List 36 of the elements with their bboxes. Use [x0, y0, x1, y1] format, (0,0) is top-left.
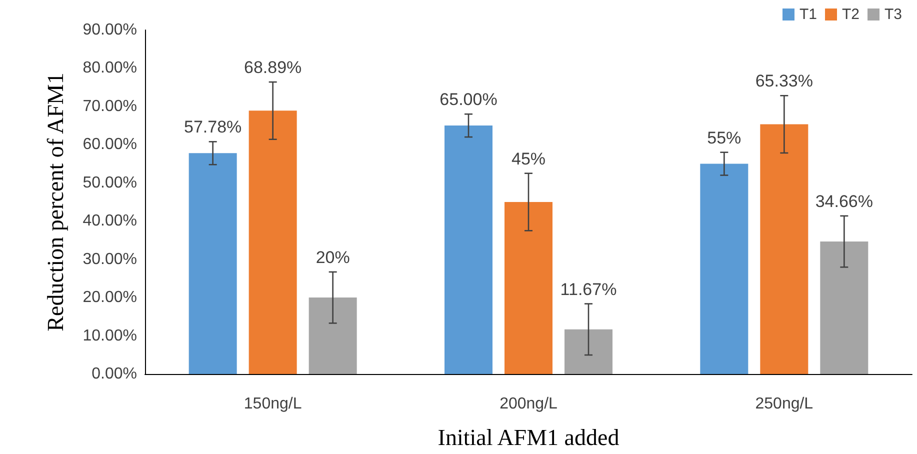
bar: [188, 153, 237, 374]
y-tick-label: 50.00%: [82, 174, 137, 192]
data-label: 55%: [707, 128, 742, 148]
bar: [444, 126, 492, 374]
bar: [760, 124, 808, 374]
y-tick-label: 40.00%: [82, 212, 137, 230]
data-label: 65.00%: [440, 90, 498, 110]
bar: [700, 164, 748, 374]
y-axis-title: Reduction percent of AFM1: [43, 72, 68, 332]
x-axis-title: Initial AFM1 added: [438, 425, 620, 450]
data-label: 45%: [511, 149, 546, 168]
bar: [308, 298, 357, 374]
y-tick-label: 60.00%: [82, 136, 137, 154]
legend-label: T3: [884, 6, 902, 23]
data-label: 57.78%: [184, 118, 242, 137]
data-label: 65.33%: [755, 72, 814, 91]
x-tick-label: 200ng/L: [500, 396, 558, 412]
y-tick-label: 0.00%: [92, 366, 137, 382]
data-label: 34.66%: [815, 192, 874, 211]
legend-label: T1: [799, 6, 817, 23]
y-tick-label: 30.00%: [82, 250, 137, 268]
legend-label: T2: [842, 6, 860, 23]
y-tick-label: 90.00%: [82, 22, 137, 38]
x-tick-label: 250ng/L: [755, 396, 814, 412]
bar: [248, 110, 297, 374]
y-tick-label: 80.00%: [82, 60, 137, 77]
data-label: 68.89%: [244, 58, 302, 78]
data-label: 11.67%: [560, 280, 617, 299]
data-label: 20%: [316, 248, 350, 267]
y-tick-label: 20.00%: [82, 289, 137, 306]
y-tick-label: 10.00%: [82, 327, 137, 344]
x-tick-label: 150ng/L: [244, 396, 302, 412]
bar: [820, 242, 868, 374]
bar: [504, 202, 552, 374]
y-tick-label: 70.00%: [82, 98, 137, 115]
bar: [564, 329, 612, 374]
